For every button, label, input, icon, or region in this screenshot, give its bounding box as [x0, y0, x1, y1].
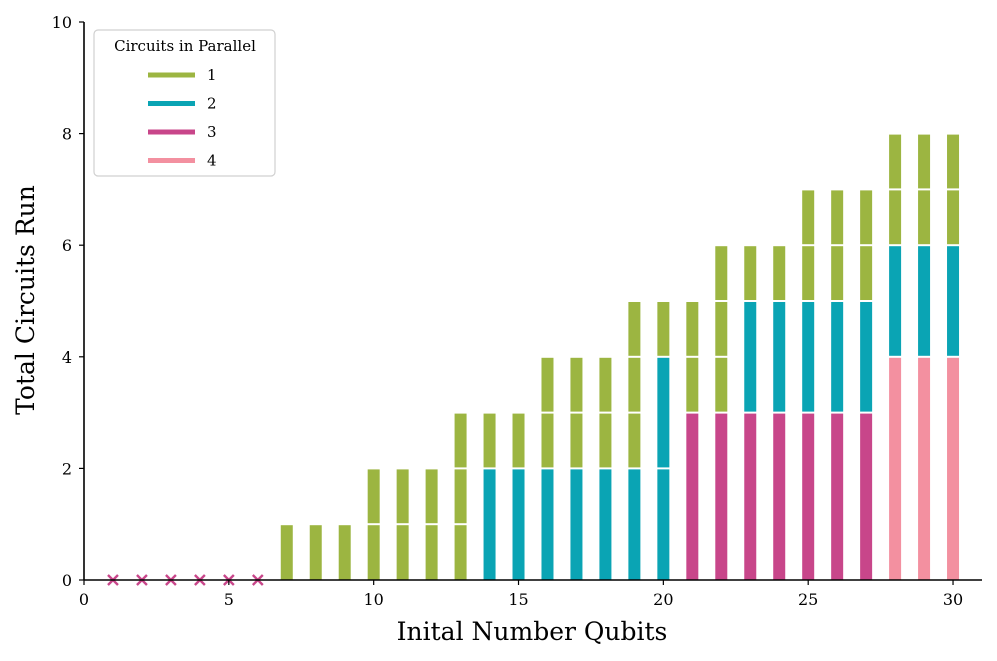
- x-tick-label: 30: [943, 590, 963, 609]
- bar-segment: [773, 302, 786, 412]
- bar-segment: [454, 413, 467, 468]
- legend-entries: 1 2 3 4: [148, 66, 217, 170]
- x-tick-label: 20: [653, 590, 673, 609]
- legend-entry: 3: [148, 123, 217, 141]
- bar-segment: [802, 413, 815, 580]
- x-tick-label: 10: [363, 590, 383, 609]
- legend: Circuits in Parallel 1 2 3 4: [93, 29, 276, 177]
- bar-segment: [657, 357, 670, 468]
- legend-title: Circuits in Parallel: [114, 37, 256, 55]
- bar-segment: [280, 525, 293, 580]
- bar-segment: [744, 413, 757, 580]
- x-axis-label: Inital Number Qubits: [397, 617, 668, 646]
- bar-segment: [918, 357, 931, 580]
- bar-segment: [686, 302, 699, 356]
- bar-segment: [947, 134, 960, 189]
- bar-segment: [947, 190, 960, 245]
- bar-segment: [802, 246, 815, 300]
- bar-segment: [802, 302, 815, 412]
- x-tick-label: 0: [79, 590, 89, 609]
- bar-segment: [715, 413, 728, 580]
- bar-segment: [773, 413, 786, 580]
- bar-segment: [889, 357, 902, 580]
- bar-segment: [512, 469, 525, 580]
- y-tick-label: 4: [62, 348, 72, 367]
- bar-segment: [541, 357, 554, 412]
- bar-segment: [599, 469, 612, 580]
- bar-segment: [947, 357, 960, 580]
- bar-segment: [599, 357, 612, 412]
- bar-layer: [280, 134, 960, 580]
- bar-segment: [715, 357, 728, 412]
- y-axis-label: Total Circuits Run: [11, 185, 40, 415]
- y-tick-label: 6: [62, 236, 72, 255]
- bar-segment: [860, 190, 873, 245]
- bar-segment: [860, 246, 873, 300]
- bar-segment: [570, 413, 583, 468]
- bar-segment: [744, 302, 757, 412]
- y-tick-label: 0: [62, 571, 72, 590]
- bar-segment: [715, 246, 728, 300]
- bar-segment: [889, 190, 902, 245]
- bar-segment: [918, 190, 931, 245]
- legend-label: 1: [207, 66, 217, 84]
- bar-segment: [483, 413, 496, 468]
- bar-segment: [831, 302, 844, 412]
- y-tick-label: 2: [62, 459, 72, 478]
- bar-segment: [309, 525, 322, 580]
- x-tick-label: 15: [508, 590, 528, 609]
- x-tick-label: 25: [798, 590, 818, 609]
- bar-segment: [889, 246, 902, 356]
- axes: 0 5 10 15 20 25 30 0 2 4 6 8 10: [52, 13, 982, 609]
- bar-segment: [628, 469, 641, 580]
- bar-segment: [860, 302, 873, 412]
- legend-entry: 2: [148, 95, 217, 113]
- bar-segment: [831, 190, 844, 245]
- bar-segment: [454, 525, 467, 580]
- bar-segment: [425, 525, 438, 580]
- bar-segment: [889, 134, 902, 189]
- bar-segment: [657, 469, 670, 580]
- bar-segment: [686, 413, 699, 580]
- x-tick-label: 5: [224, 590, 234, 609]
- bar-segment: [744, 246, 757, 300]
- bar-segment: [396, 469, 409, 524]
- bar-segment: [831, 413, 844, 580]
- y-tick-label: 10: [52, 13, 72, 32]
- bar-segment: [773, 246, 786, 300]
- bar-segment: [541, 413, 554, 468]
- bar-segment: [802, 190, 815, 245]
- legend-entry: 1: [148, 66, 217, 84]
- bar-segment: [570, 357, 583, 412]
- bar-segment: [367, 525, 380, 580]
- bar-segment: [454, 469, 467, 524]
- bar-segment: [338, 525, 351, 580]
- bar-segment: [541, 469, 554, 580]
- legend-entry: 4: [148, 152, 217, 170]
- bar-segment: [831, 246, 844, 300]
- bar-segment: [483, 469, 496, 580]
- bar-segment: [947, 246, 960, 356]
- bar-segment: [628, 302, 641, 356]
- bar-segment: [425, 469, 438, 524]
- y-tick-label: 8: [62, 125, 72, 144]
- bar-segment: [860, 413, 873, 580]
- legend-label: 3: [207, 123, 217, 141]
- legend-label: 4: [207, 152, 217, 170]
- bar-segment: [396, 525, 409, 580]
- bar-segment: [657, 302, 670, 356]
- bar-segment: [367, 469, 380, 524]
- bar-segment: [715, 302, 728, 356]
- bar-segment: [570, 469, 583, 580]
- bar-segment: [512, 413, 525, 468]
- bar-segment: [918, 134, 931, 189]
- bar-segment: [918, 246, 931, 356]
- bar-segment: [686, 357, 699, 412]
- bar-segment: [628, 357, 641, 412]
- legend-label: 2: [207, 95, 217, 113]
- bar-segment: [599, 413, 612, 468]
- bar-segment: [628, 413, 641, 468]
